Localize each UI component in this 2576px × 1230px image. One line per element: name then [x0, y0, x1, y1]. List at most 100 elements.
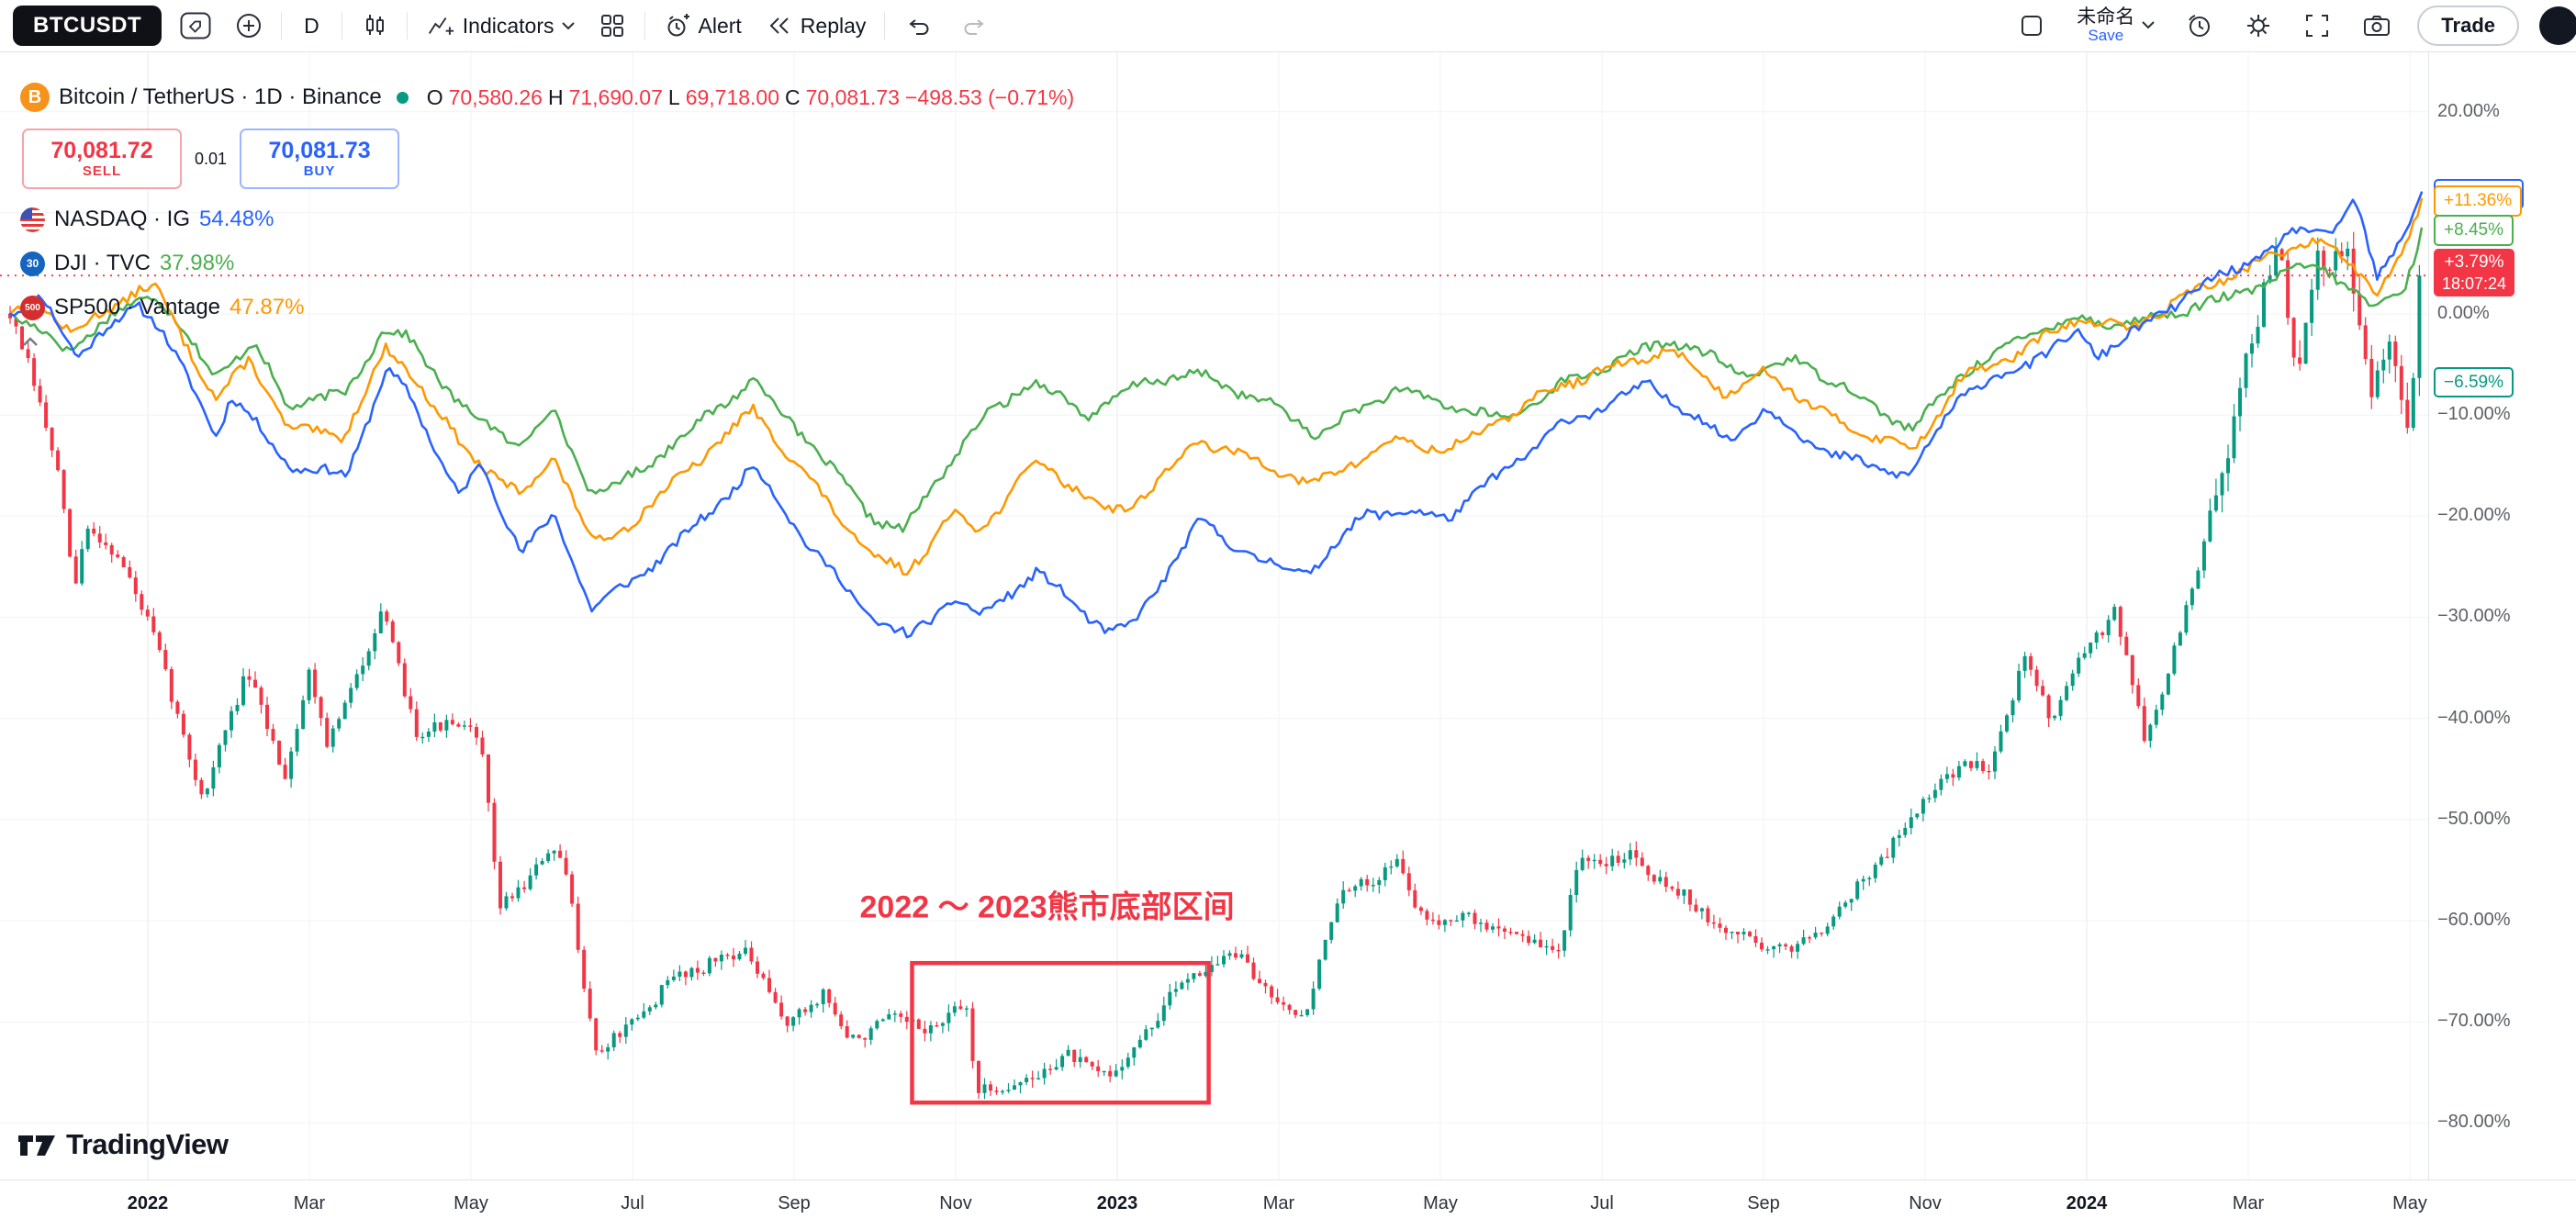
us-flag-icon: [20, 207, 45, 232]
time-axis-label: Mar: [2232, 1193, 2265, 1213]
btc-icon: B: [20, 83, 50, 112]
low-value: 69,718.00: [685, 84, 780, 109]
price-axis-label: −20.00%: [2437, 505, 2511, 526]
alert-clock-icon: [667, 14, 689, 37]
compare-name: NASDAQ · IG: [54, 207, 191, 231]
buy-label: BUY: [303, 162, 336, 179]
close-label: C: [785, 84, 801, 109]
time-axis-label: Sep: [1747, 1193, 1780, 1213]
close-value: 70,081.73: [805, 84, 900, 109]
price-axis-label: −50.00%: [2437, 808, 2511, 829]
compare-line-nasdaq: [8, 191, 2424, 639]
replay-icon: [769, 17, 789, 34]
toolbar-left-group: BTCUSDT D: [13, 6, 995, 46]
alert-button[interactable]: Alert: [658, 8, 747, 43]
compare-line-sp500: [8, 197, 2424, 576]
legend-collapse-button[interactable]: [20, 335, 40, 352]
sell-buy-widget: 70,081.72 SELL 0.01 70,081.73 BUY: [22, 129, 400, 189]
snapshot-camera-icon[interactable]: [2357, 8, 2397, 43]
trade-button[interactable]: Trade: [2417, 5, 2519, 46]
layout-name: 未命名: [2077, 6, 2135, 28]
btc-candles: [8, 231, 2422, 1100]
history-clock-icon[interactable]: [2180, 8, 2219, 43]
settings-gear-icon[interactable]: [2239, 8, 2278, 43]
indicators-button[interactable]: Indicators: [420, 8, 580, 43]
time-axis-label: 2023: [1096, 1193, 1138, 1213]
chart-pane[interactable]: 2022 ～ 2023熊市底部区间: [0, 52, 2428, 1180]
buy-button[interactable]: 70,081.73 BUY: [240, 129, 400, 189]
low-label: L: [667, 84, 680, 109]
layout-select-icon[interactable]: [2012, 8, 2051, 43]
price-axis-label: −70.00%: [2437, 1011, 2511, 1032]
compare-add-icon[interactable]: [230, 8, 268, 43]
price-axis-label: −30.00%: [2437, 606, 2511, 627]
toolbar-divider: [644, 12, 645, 39]
time-axis-label: Nov: [1909, 1193, 1942, 1213]
layout-name-button[interactable]: 未命名 Save: [2071, 4, 2160, 48]
compare-row-dji[interactable]: 30 DJI · TVC 37.98%: [20, 241, 304, 285]
dji-icon: 30: [20, 251, 45, 276]
time-axis-label: 2022: [127, 1193, 169, 1213]
price-badge: +3.79% 18:07:24: [2434, 249, 2515, 297]
price-axis-label: 0.00%: [2437, 303, 2490, 323]
time-axis-label: Jul: [621, 1193, 644, 1213]
compare-value: 37.98%: [159, 251, 235, 275]
sell-label: SELL: [82, 162, 122, 179]
indicator-templates-icon[interactable]: [593, 8, 632, 43]
time-axis[interactable]: 2022 Mar May Jul Sep Nov 2023 Mar May Jul Sep Nov 20…: [0, 1180, 2576, 1230]
price-badge: +8.45%: [2434, 214, 2514, 246]
user-avatar[interactable]: [2539, 6, 2576, 45]
time-axis-label: Jul: [1590, 1193, 1614, 1213]
price-axis[interactable]: 20.00%10.00%0.00%−10.00%−20.00%−30.00%−4…: [2428, 52, 2576, 1180]
save-label[interactable]: Save: [2088, 27, 2124, 45]
fullscreen-icon[interactable]: [2298, 8, 2336, 43]
main-series-legend[interactable]: B Bitcoin / TetherUS · 1D · Binance O 70,…: [20, 83, 1074, 112]
chevron-down-icon: [2142, 21, 2156, 29]
chart-type-candles-icon[interactable]: [355, 8, 394, 43]
price-axis-label: −40.00%: [2437, 707, 2511, 728]
price-axis-label: −80.00%: [2437, 1112, 2511, 1133]
tradingview-wordmark: TradingView: [66, 1128, 229, 1160]
annotation-text[interactable]: 2022 ～ 2023熊市底部区间: [860, 889, 1235, 925]
sp500-icon: 500: [20, 295, 45, 320]
chevron-down-icon: [561, 21, 575, 29]
compare-value: 47.87%: [230, 295, 305, 319]
price-badge: +11.36%: [2434, 184, 2523, 217]
compare-line-dji: [8, 227, 2424, 533]
tradingview-logo[interactable]: TradingView: [17, 1127, 229, 1162]
price-axis-label: −60.00%: [2437, 909, 2511, 930]
tag-icon[interactable]: [174, 8, 217, 43]
time-axis-label: Mar: [1262, 1193, 1295, 1213]
high-value: 71,690.07: [568, 84, 663, 109]
symbol-search-button[interactable]: BTCUSDT: [13, 6, 162, 46]
spread-value: 0.01: [195, 149, 228, 168]
compare-row-sp500[interactable]: 500 SP500 · Vantage 47.87%: [20, 285, 304, 330]
redo-icon: [964, 19, 985, 35]
interval-button[interactable]: D: [304, 13, 319, 38]
annotation-rectangle[interactable]: [910, 960, 1211, 1105]
compare-row-nasdaq[interactable]: NASDAQ · IG 54.48%: [20, 197, 304, 241]
time-axis-label: May: [454, 1193, 488, 1213]
chart-canvas[interactable]: 2022 ～ 2023熊市底部区间: [0, 52, 2428, 1180]
main-series-title[interactable]: Bitcoin / TetherUS · 1D · Binance: [59, 84, 382, 109]
toolbar-right-group: 未命名 Save: [2012, 4, 2576, 48]
alert-label: Alert: [698, 13, 742, 38]
price-badge: −6.59%: [2434, 366, 2514, 398]
price-axis-label: −10.00%: [2437, 404, 2511, 425]
compare-value: 54.48%: [199, 207, 274, 231]
compare-name: DJI · TVC: [54, 251, 151, 275]
time-axis-label: Sep: [778, 1193, 811, 1213]
undo-button[interactable]: [898, 8, 940, 43]
time-axis-label: Mar: [293, 1193, 326, 1213]
open-value: 70,580.26: [448, 84, 543, 109]
buy-price: 70,081.73: [268, 138, 371, 163]
sell-button[interactable]: 70,081.72 SELL: [22, 129, 182, 189]
toolbar-divider: [884, 12, 886, 39]
redo-button[interactable]: [953, 8, 995, 43]
indicators-label: Indicators: [462, 13, 554, 38]
replay-button[interactable]: Replay: [760, 8, 872, 43]
chevron-up-icon: [23, 337, 38, 346]
undo-icon: [909, 19, 929, 35]
replay-label: Replay: [800, 13, 867, 38]
